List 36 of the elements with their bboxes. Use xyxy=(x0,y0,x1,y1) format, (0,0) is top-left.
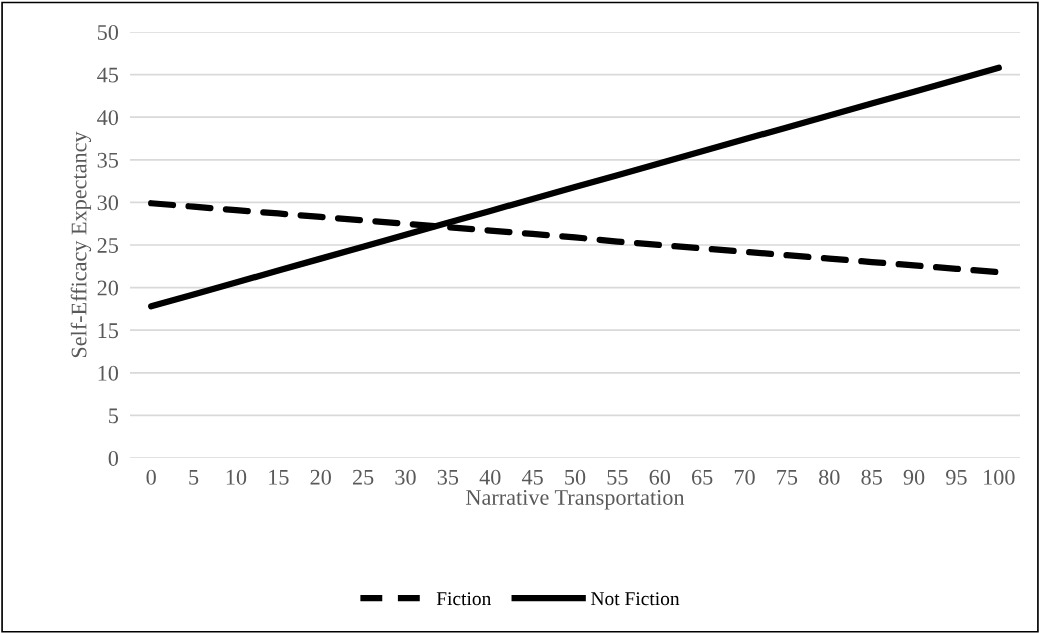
x-tick-label: 100 xyxy=(984,469,1015,485)
x-tick-label: 70 xyxy=(734,469,755,485)
y-tick-label: 5 xyxy=(109,408,119,424)
x-tick-label: 55 xyxy=(607,469,628,485)
x-tick-label: 60 xyxy=(649,469,671,485)
y-tick-label: 20 xyxy=(97,280,119,296)
x-tick-label: 25 xyxy=(352,469,374,485)
y-tick-label: 50 xyxy=(97,24,119,40)
y-tick-label: 0 xyxy=(108,450,119,466)
y-tick-label: 45 xyxy=(97,67,119,83)
y-tick-label: 40 xyxy=(97,110,119,126)
x-tick-label: 10 xyxy=(226,469,247,485)
x-tick-label: 75 xyxy=(777,469,798,485)
y-tick-label: 15 xyxy=(98,323,119,339)
x-tick-label: 30 xyxy=(395,469,416,485)
x-tick-label: 85 xyxy=(861,469,882,485)
legend-label: Fiction xyxy=(436,592,492,606)
x-tick-label: 45 xyxy=(521,469,543,485)
y-tick-label: 25 xyxy=(97,237,119,253)
legend-label: Not Fiction xyxy=(591,592,680,606)
x-tick-label: 50 xyxy=(565,469,586,485)
x-tick-label: 65 xyxy=(691,469,713,485)
y-tick-label: 30 xyxy=(97,195,119,211)
x-tick-label: 20 xyxy=(310,469,331,485)
x-tick-label: 5 xyxy=(189,469,199,485)
x-tick-label: 95 xyxy=(946,469,967,485)
x-tick-label: 0 xyxy=(146,469,156,485)
x-tick-label: 35 xyxy=(437,469,459,485)
y-tick-label: 35 xyxy=(97,152,119,168)
x-tick-label: 15 xyxy=(269,469,289,485)
x-tick-label: 90 xyxy=(903,469,925,485)
y-axis-title: Self-Efficacy Expectancy xyxy=(70,131,92,358)
x-axis-title: Narrative Transportation xyxy=(466,489,685,510)
y-tick-label: 10 xyxy=(98,365,119,381)
x-tick-label: 40 xyxy=(479,469,501,485)
x-tick-label: 80 xyxy=(819,469,840,485)
